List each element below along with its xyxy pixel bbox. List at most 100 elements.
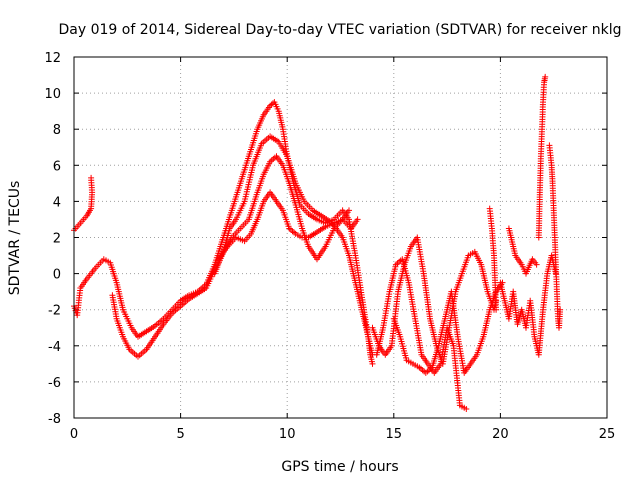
data-point: [444, 324, 456, 347]
data-point: [431, 362, 443, 376]
data-point: [541, 75, 548, 86]
data-point: [478, 261, 491, 293]
series-trace-2: [71, 99, 376, 367]
data-point: [267, 133, 280, 144]
data-point: [354, 216, 361, 223]
data-point: [318, 212, 332, 224]
data-point: [557, 306, 564, 313]
series-trace-7: [373, 256, 470, 412]
x-tick-label: 10: [279, 427, 296, 442]
x-tick-label: 20: [492, 427, 509, 442]
data-point: [248, 218, 260, 237]
plot-frame: [73, 56, 608, 419]
chart-title: Day 019 of 2014, Sidereal Day-to-day VTE…: [59, 22, 622, 38]
data-point: [109, 292, 120, 320]
data-point: [120, 333, 132, 351]
series-trace-1: [71, 174, 96, 234]
data-point: [473, 336, 486, 358]
data-point: [392, 257, 404, 268]
data-point: [126, 346, 140, 359]
data-point: [529, 256, 539, 266]
data-point: [380, 291, 393, 331]
data-point: [254, 200, 266, 223]
data-point: [456, 402, 468, 411]
data-point: [465, 250, 476, 259]
data-point: [552, 261, 560, 293]
data-point: [299, 234, 310, 241]
series-trace-13: [505, 225, 540, 277]
y-tick-label: 4: [53, 195, 61, 210]
data-point: [220, 209, 235, 241]
data-point: [258, 134, 272, 147]
data-point: [407, 236, 419, 250]
series-trace-4: [211, 153, 352, 277]
data-point: [497, 279, 508, 302]
data-point: [491, 252, 498, 284]
data-point: [429, 345, 441, 371]
data-point: [314, 216, 327, 226]
grid-lines: [74, 57, 607, 418]
data-point: [322, 221, 335, 230]
data-point: [352, 279, 365, 311]
data-point: [348, 218, 360, 232]
y-tick-label: 0: [53, 268, 61, 283]
data-point: [143, 324, 157, 335]
series-trace-11: [535, 73, 549, 241]
data-point: [399, 256, 412, 284]
data-point: [128, 324, 140, 338]
x-tick-label: 0: [70, 427, 78, 442]
data-point: [88, 191, 95, 212]
data-point: [241, 164, 256, 205]
y-tick-label: -2: [48, 304, 61, 319]
data-point: [535, 309, 546, 358]
data-point: [203, 263, 217, 288]
series-trace-9: [486, 205, 500, 313]
data-point: [233, 234, 246, 244]
data-point: [414, 234, 427, 275]
data-point: [279, 162, 292, 185]
data-point: [250, 142, 264, 169]
data-point: [177, 297, 191, 310]
data-point: [346, 207, 352, 214]
data-point: [88, 174, 95, 181]
data-point: [535, 191, 543, 241]
data-point: [322, 227, 336, 250]
data-point: [83, 207, 93, 219]
data-point: [536, 155, 544, 196]
data-point: [113, 279, 126, 311]
data-point: [390, 315, 403, 338]
x-axis-label: GPS time / hours: [281, 459, 398, 475]
data-point: [471, 248, 484, 266]
data-point: [309, 207, 323, 218]
x-tick-label: 25: [599, 427, 616, 442]
data-point: [412, 315, 425, 356]
data-point: [551, 234, 559, 266]
data-point: [233, 200, 247, 223]
data-point: [203, 269, 217, 291]
data-point: [461, 362, 473, 376]
y-tick-label: -8: [48, 412, 61, 427]
data-point: [77, 277, 89, 291]
y-tick-label: 10: [44, 87, 61, 102]
data-point: [346, 252, 358, 284]
data-point: [358, 306, 371, 338]
data-point: [224, 236, 238, 250]
data-point: [273, 153, 285, 167]
data-point: [416, 364, 428, 375]
data-point: [539, 101, 546, 133]
data-point: [267, 100, 276, 109]
data-point: [314, 245, 328, 263]
data-point: [480, 309, 493, 340]
data-point: [245, 128, 260, 160]
data-point: [452, 272, 465, 295]
data-point: [267, 189, 279, 203]
data-point: [237, 155, 252, 187]
data-point: [527, 297, 538, 338]
data-point: [382, 344, 394, 358]
axis-ticks: 0 5 10 15 20 25 -8 -6 -4 -2 0 2 4 6 8 10 12: [44, 51, 615, 442]
data-point: [418, 351, 430, 365]
data-point: [211, 236, 226, 268]
data-point: [292, 230, 303, 240]
